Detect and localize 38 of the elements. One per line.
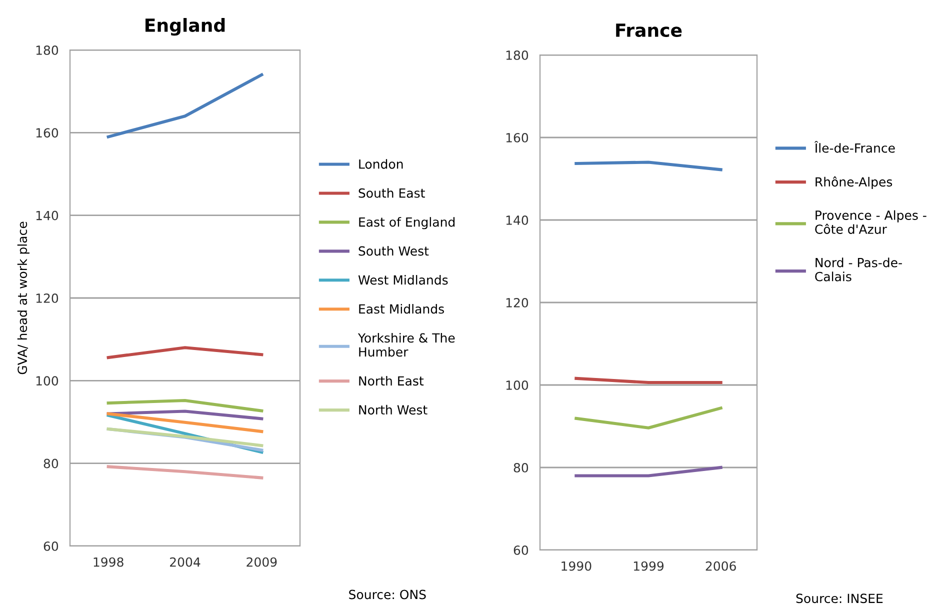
legend-label: Provence - Alpes - Côte d'Azur	[815, 210, 926, 234]
x-tick-label: 2006	[706, 561, 736, 571]
legend-label: West Midlands	[358, 275, 448, 285]
y-tick-label: 60	[44, 541, 58, 551]
y-tick-label: 140	[506, 215, 528, 225]
chart-title: England	[146, 18, 225, 36]
x-tick-label: 1990	[562, 561, 592, 571]
y-tick-label: 100	[36, 376, 58, 386]
y-tick-label: 80	[514, 462, 528, 472]
legend-label: South West	[358, 246, 429, 256]
y-tick-label: 100	[506, 380, 528, 390]
x-tick-label: 1998	[94, 557, 124, 567]
x-tick-label: 2009	[246, 557, 277, 567]
y-tick-label: 120	[36, 293, 58, 303]
chart-title: France	[616, 24, 682, 38]
y-tick-label: 160	[506, 132, 528, 142]
x-tick-label: 1999	[634, 561, 664, 571]
x-tick-label: 2004	[170, 557, 200, 567]
legend-label: Yorkshire & The Humber	[358, 332, 455, 357]
y-tick-label: 60	[514, 545, 528, 555]
source-note: Source: INSEE	[796, 594, 883, 604]
y-tick-label: 120	[506, 298, 528, 308]
legend-label: Rhône-Alpes	[816, 176, 892, 190]
legend-label: Nord - Pas-de- Calais	[815, 258, 902, 282]
y-axis-title: GVA/ head at work place	[17, 222, 30, 374]
source-note: Source: ONS	[349, 590, 426, 600]
legend-label: London	[359, 159, 403, 169]
y-tick-label: 180	[36, 45, 58, 55]
y-tick-label: 140	[36, 210, 58, 220]
legend-label: East Midlands	[359, 304, 444, 314]
y-tick-label: 180	[506, 50, 528, 60]
legend-label: North East	[359, 376, 424, 386]
legend-label: North West	[359, 404, 428, 415]
y-tick-label: 160	[36, 128, 58, 138]
legend-label: South East	[358, 188, 425, 198]
legend-label: Île-de-France	[814, 141, 895, 153]
legend-label: East of England	[359, 217, 455, 230]
y-tick-label: 80	[44, 458, 58, 468]
